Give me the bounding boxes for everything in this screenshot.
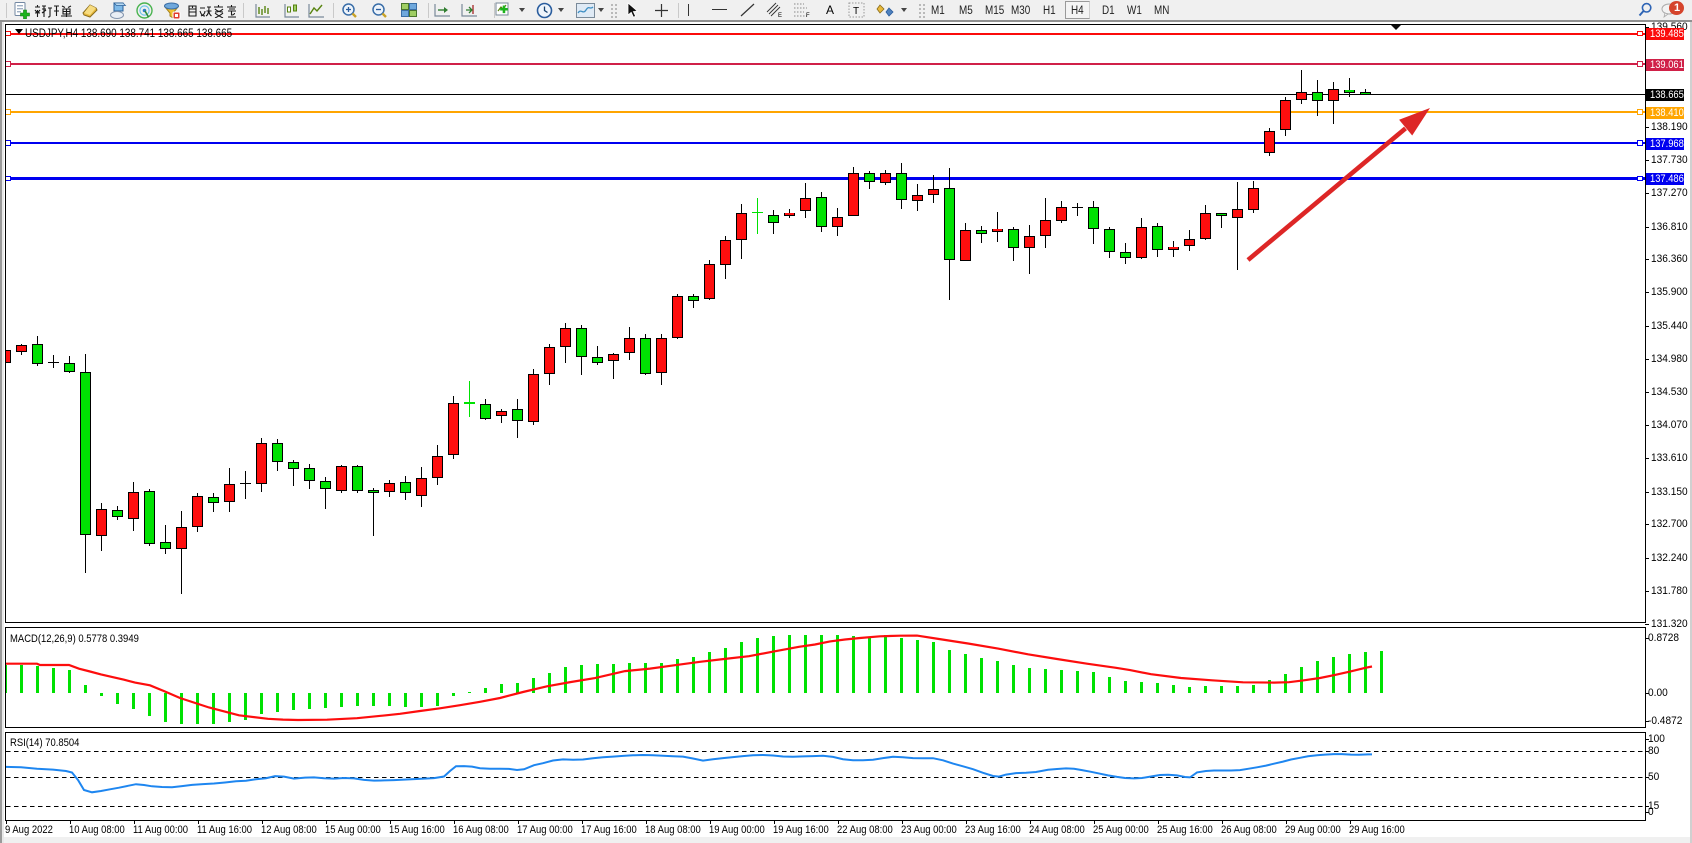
svg-text:T: T [853, 6, 859, 17]
svg-text:F: F [806, 13, 810, 18]
svg-text:E: E [778, 13, 782, 18]
